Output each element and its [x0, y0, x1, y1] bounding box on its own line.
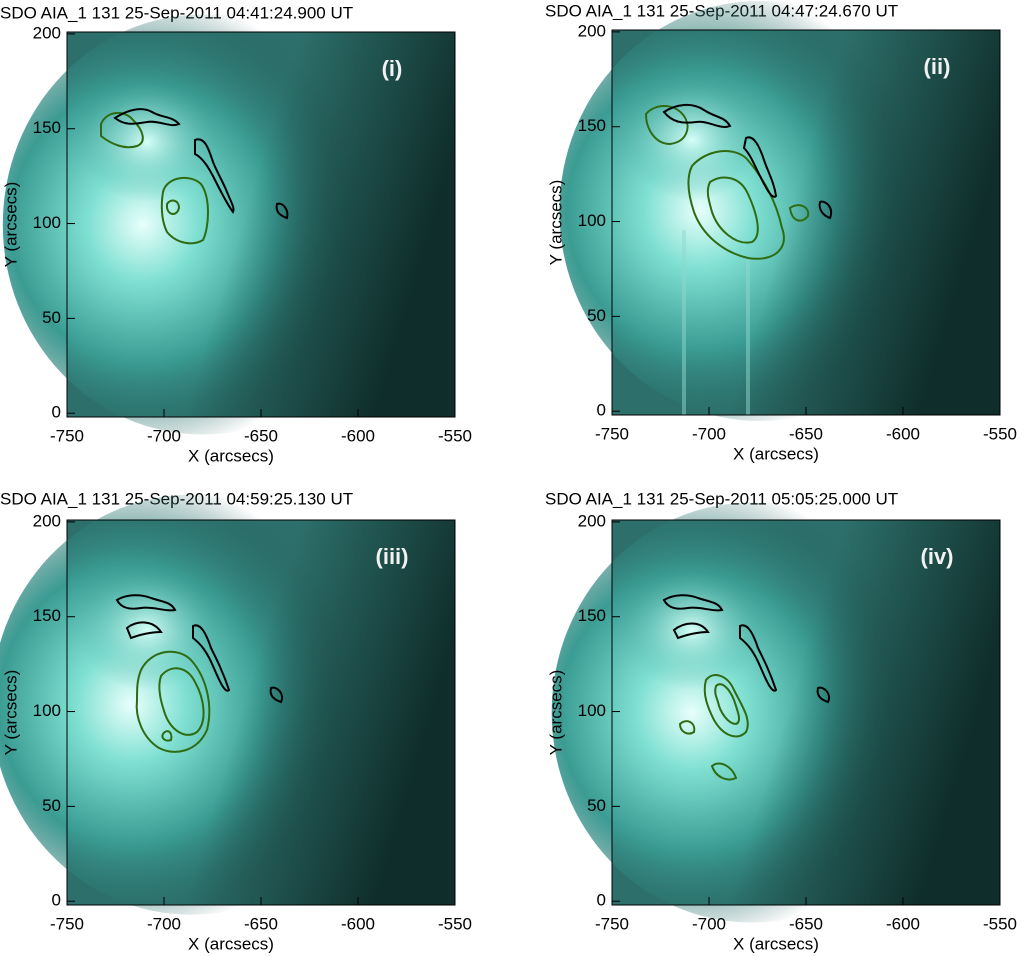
- image-dark-region: [612, 30, 1000, 415]
- panel: SDO AIA_1 131 25-Sep-2011 05:05:25.000 U…: [545, 489, 1017, 953]
- y-axis-label: Y (arcsecs): [546, 180, 565, 266]
- x-tick-label: -700: [692, 914, 726, 933]
- x-tick-label: -650: [789, 424, 823, 443]
- panel: SDO AIA_1 131 25-Sep-2011 04:59:25.130 U…: [0, 489, 472, 953]
- contour-green: [788, 204, 810, 222]
- panel-label: (iv): [921, 544, 954, 569]
- y-tick-label: 200: [578, 511, 606, 530]
- panel: SDO AIA_1 131 25-Sep-2011 04:47:24.670 U…: [545, 0, 1017, 463]
- contour-black: [816, 686, 830, 704]
- y-tick-label: 200: [33, 23, 61, 42]
- x-tick-label: -700: [147, 914, 181, 933]
- y-tick-label: 200: [33, 511, 61, 530]
- y-tick-label: 0: [52, 403, 61, 422]
- panel-label: (ii): [924, 54, 951, 79]
- image-artifact: [682, 230, 686, 415]
- y-tick-label: 100: [578, 701, 606, 720]
- x-tick-label: -750: [50, 426, 84, 445]
- contour-green: [703, 674, 749, 738]
- x-tick-label: -600: [886, 424, 920, 443]
- x-tick-label: -550: [983, 424, 1017, 443]
- contour-black: [113, 108, 181, 127]
- x-tick-label: -750: [50, 914, 84, 933]
- panel-label: (iii): [376, 544, 409, 569]
- x-tick-label: -600: [886, 914, 920, 933]
- y-tick-label: 0: [597, 891, 606, 910]
- x-tick-label: -700: [147, 426, 181, 445]
- x-tick-label: -700: [692, 424, 726, 443]
- y-tick-label: 100: [33, 701, 61, 720]
- contour-green: [161, 730, 173, 742]
- contour-green: [166, 199, 181, 215]
- y-axis-label: Y (arcsecs): [546, 670, 565, 756]
- x-tick-label: -550: [983, 914, 1017, 933]
- y-tick-label: 150: [33, 118, 61, 137]
- contour-green: [644, 105, 689, 146]
- x-axis-label: X (arcsecs): [188, 934, 274, 953]
- contour-black: [115, 594, 177, 612]
- contour-black: [739, 624, 778, 692]
- y-tick-label: 50: [587, 796, 606, 815]
- x-tick-label: -650: [244, 426, 278, 445]
- contour-green: [714, 683, 741, 726]
- contour-black: [269, 686, 283, 704]
- contour-green: [687, 150, 785, 260]
- y-tick-label: 0: [52, 891, 61, 910]
- contour-green: [135, 650, 211, 753]
- y-tick-label: 0: [597, 401, 606, 420]
- y-tick-label: 50: [42, 796, 61, 815]
- y-tick-label: 50: [587, 306, 606, 325]
- contour-green: [710, 762, 738, 781]
- x-tick-label: -750: [595, 914, 629, 933]
- y-tick-label: 100: [578, 211, 606, 230]
- panel-label: (i): [382, 56, 403, 81]
- y-tick-label: 150: [578, 116, 606, 135]
- x-axis-label: X (arcsecs): [733, 934, 819, 953]
- contour-green: [706, 176, 759, 244]
- panel-title: SDO AIA_1 131 25-Sep-2011 04:41:24.900 U…: [0, 3, 353, 22]
- x-axis-label: X (arcsecs): [733, 444, 819, 463]
- contour-green: [100, 112, 144, 149]
- x-tick-label: -600: [341, 426, 375, 445]
- image-artifact: [746, 260, 750, 415]
- y-tick-label: 150: [33, 606, 61, 625]
- contour-green: [158, 667, 205, 736]
- contour-black: [125, 621, 163, 640]
- contour-black: [275, 202, 289, 220]
- x-tick-label: -600: [341, 914, 375, 933]
- contour-black: [742, 136, 778, 198]
- contour-green: [678, 720, 696, 735]
- contour-black: [818, 200, 832, 220]
- x-tick-label: -550: [438, 426, 472, 445]
- y-tick-label: 150: [578, 606, 606, 625]
- contour-black: [672, 622, 710, 640]
- contour-green: [160, 176, 209, 245]
- y-tick-label: 50: [42, 308, 61, 327]
- panel-title: SDO AIA_1 131 25-Sep-2011 05:05:25.000 U…: [545, 489, 898, 508]
- contour-black: [194, 138, 235, 214]
- x-axis-label: X (arcsecs): [188, 446, 274, 465]
- x-tick-label: -750: [595, 424, 629, 443]
- contour-black: [662, 104, 732, 128]
- contour-black: [192, 624, 231, 692]
- y-axis-label: Y (arcsecs): [1, 182, 20, 268]
- image-dark-region: [67, 520, 455, 905]
- y-axis-label: Y (arcsecs): [1, 670, 20, 756]
- x-tick-label: -650: [789, 914, 823, 933]
- y-tick-label: 100: [33, 213, 61, 232]
- x-tick-label: -650: [244, 914, 278, 933]
- contour-black: [662, 594, 724, 612]
- panel: SDO AIA_1 131 25-Sep-2011 04:41:24.900 U…: [0, 3, 472, 465]
- y-tick-label: 200: [578, 21, 606, 40]
- image-dark-region: [67, 32, 455, 417]
- image-dark-region: [612, 520, 1000, 905]
- x-tick-label: -550: [438, 914, 472, 933]
